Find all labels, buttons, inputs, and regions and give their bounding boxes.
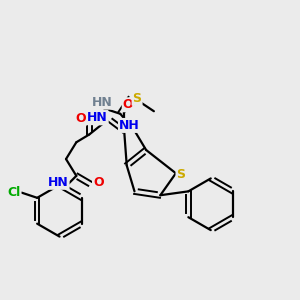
Text: O: O (97, 111, 107, 124)
Text: O: O (123, 98, 133, 111)
Text: HN: HN (92, 96, 112, 109)
Text: S: S (176, 168, 185, 181)
Text: O: O (75, 112, 86, 125)
Text: HN: HN (87, 111, 107, 124)
Text: Cl: Cl (7, 186, 20, 199)
Text: S: S (133, 92, 142, 105)
Text: O: O (93, 176, 104, 189)
Text: HN: HN (48, 176, 69, 189)
Text: NH: NH (119, 119, 140, 132)
